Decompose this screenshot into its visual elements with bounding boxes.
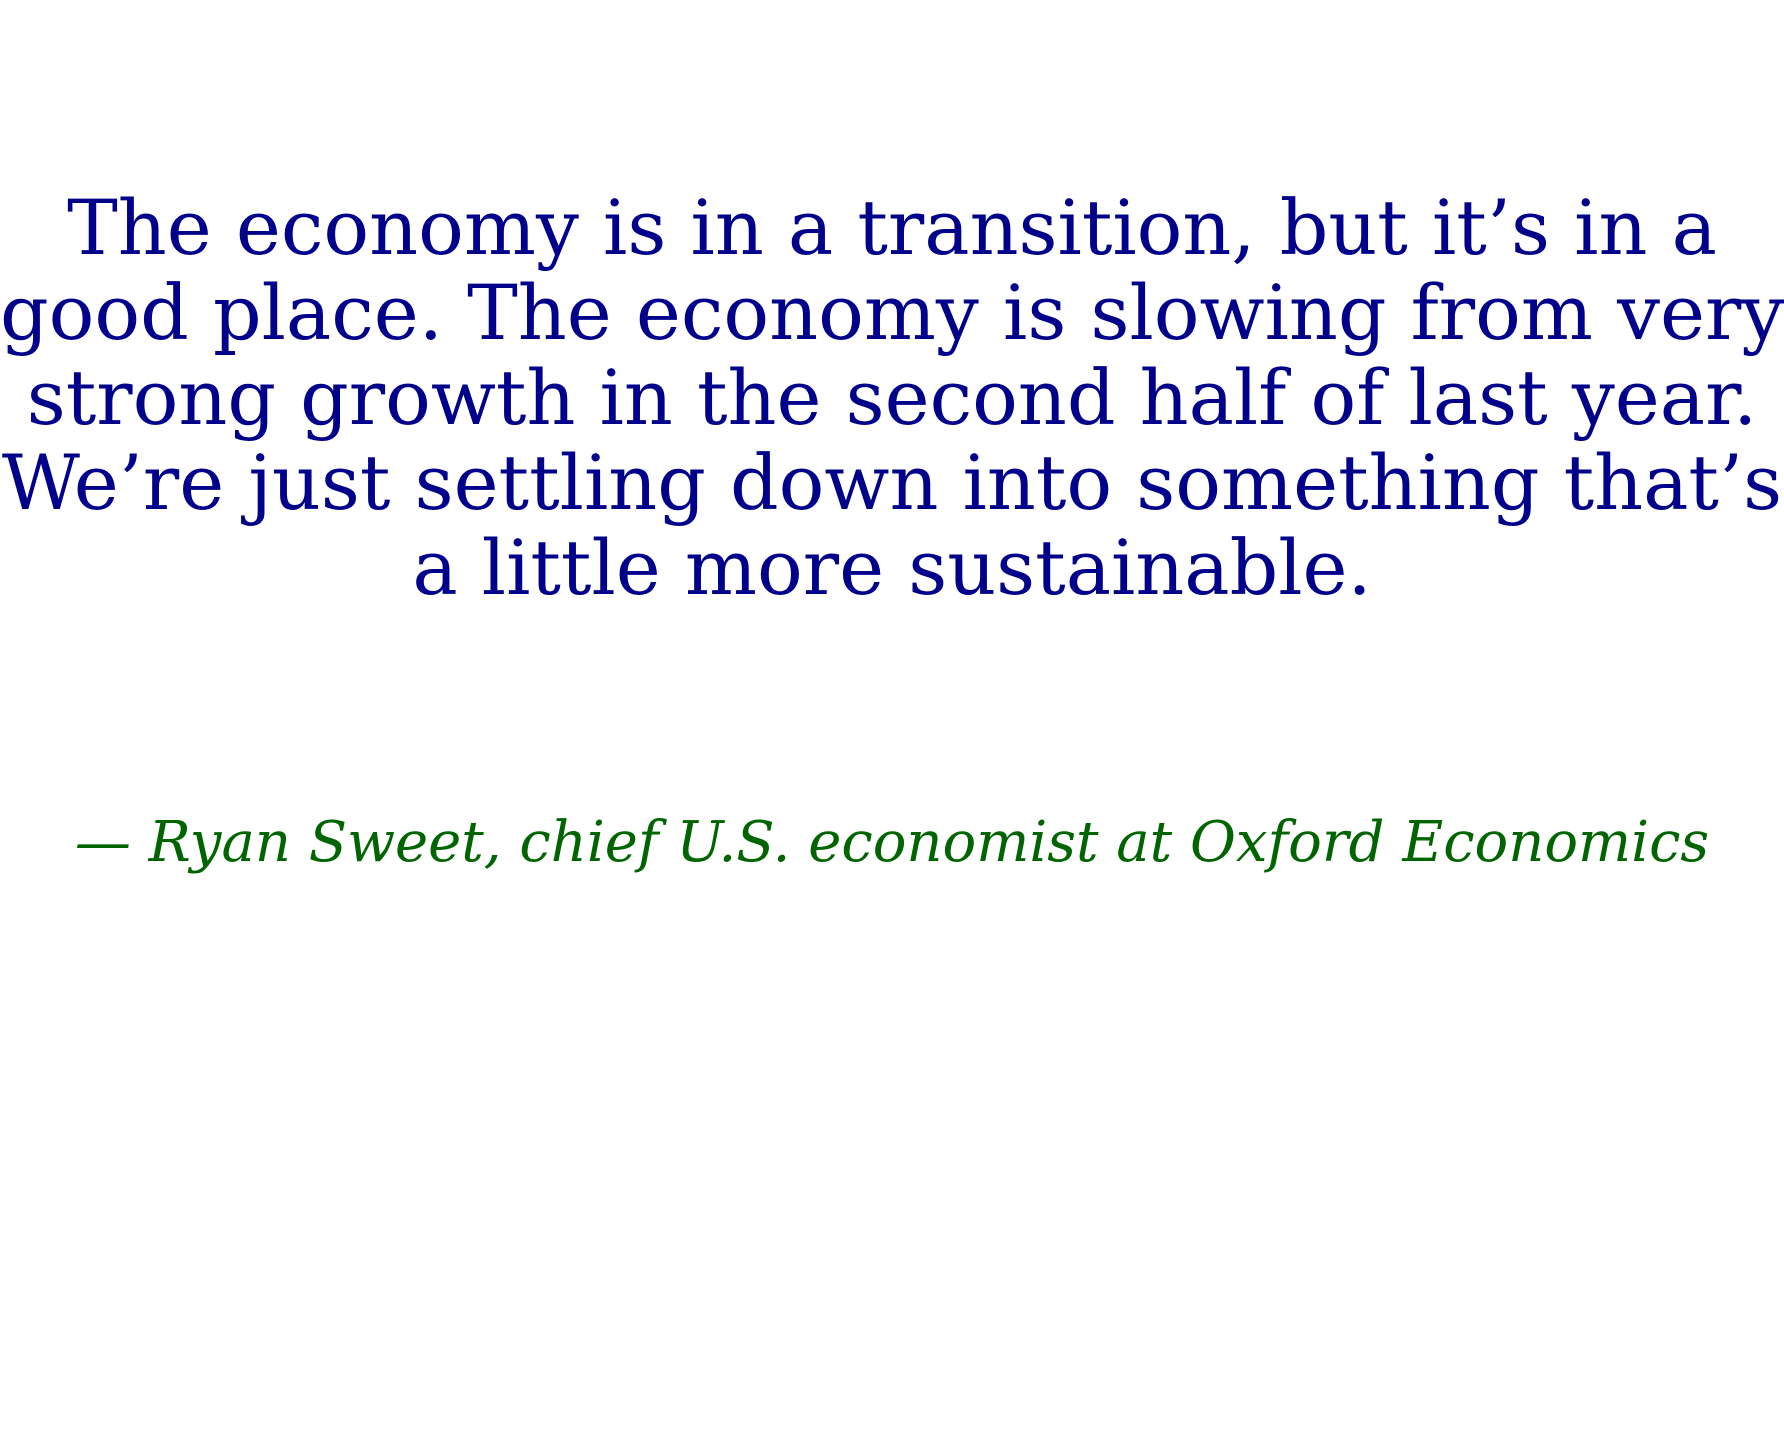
quote-line: a little more sustainable. bbox=[412, 523, 1372, 612]
quote-attribution: — Ryan Sweet, chief U.S. economist at Ox… bbox=[74, 810, 1710, 875]
quote-line: The economy is in a transition, but it’s… bbox=[67, 183, 1717, 272]
quote-line: good place. The economy is slowing from … bbox=[0, 268, 1784, 357]
quote-text: The economy is in a transition, but it’s… bbox=[0, 185, 1784, 610]
quote-line: We’re just settling down into something … bbox=[1, 438, 1783, 527]
quote-line: strong growth in the second half of last… bbox=[26, 353, 1758, 442]
